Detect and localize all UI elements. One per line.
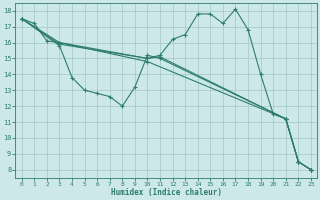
X-axis label: Humidex (Indice chaleur): Humidex (Indice chaleur) — [111, 188, 222, 197]
